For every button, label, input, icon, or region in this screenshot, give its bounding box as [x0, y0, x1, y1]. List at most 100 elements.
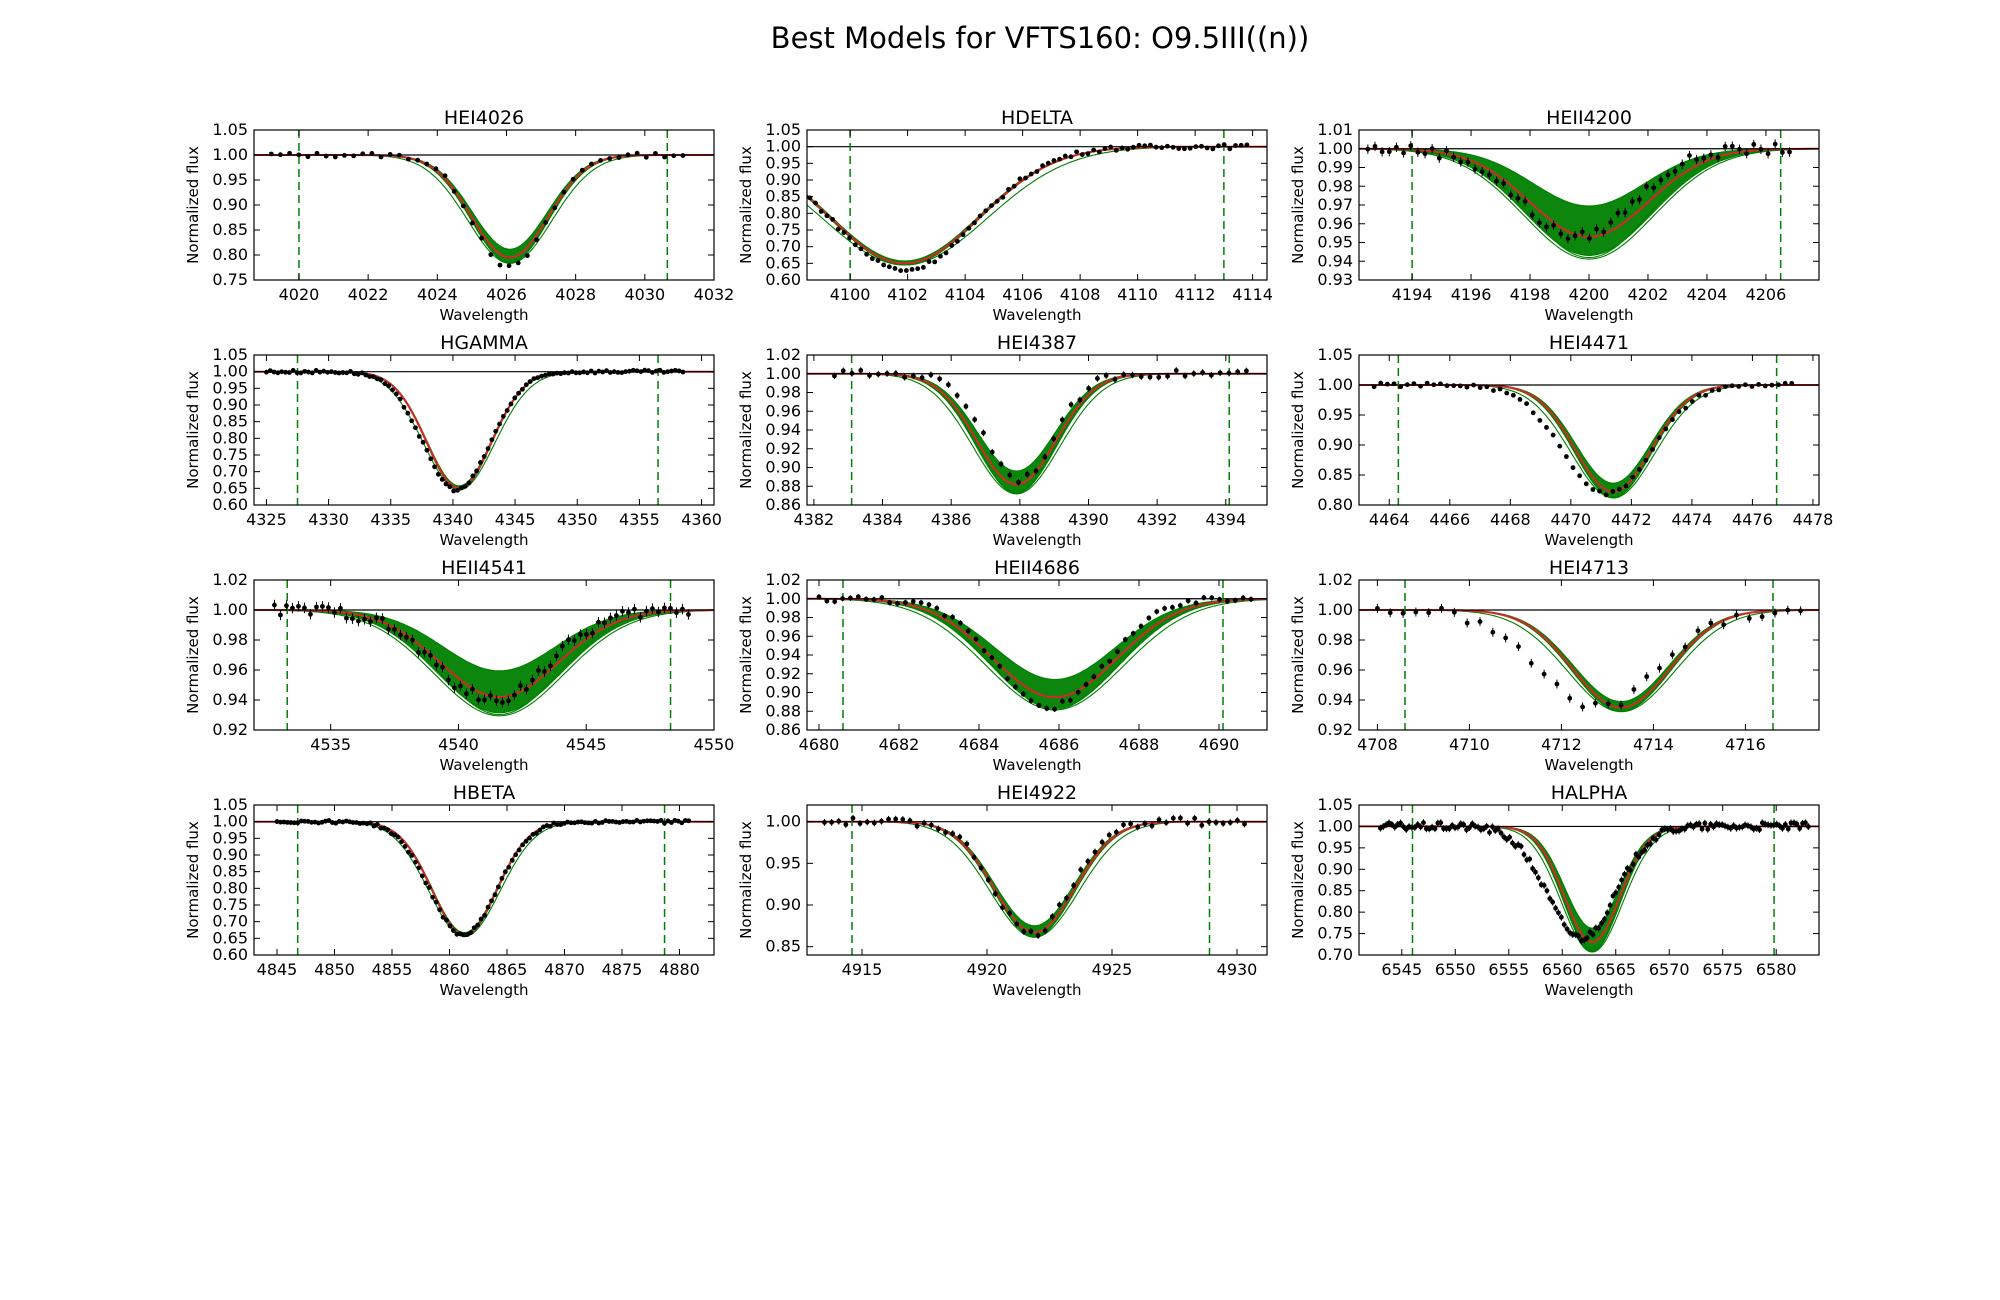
data-point	[306, 369, 311, 375]
y-tick-label: 0.75	[212, 445, 248, 464]
panel-title: HEI4026	[444, 107, 524, 129]
data-point	[849, 370, 855, 376]
data-point	[668, 605, 673, 611]
data-point	[1387, 610, 1393, 616]
data-point	[686, 612, 691, 617]
data-point	[1510, 840, 1515, 846]
data-point	[1429, 146, 1435, 152]
data-point	[592, 370, 598, 376]
data-point	[1622, 210, 1628, 216]
data-point	[409, 852, 415, 858]
data-point	[489, 437, 495, 443]
data-point	[1438, 820, 1444, 826]
data-point	[1605, 701, 1611, 707]
data-point	[516, 847, 522, 853]
x-tick-label: 4478	[1793, 510, 1834, 529]
data-point	[326, 605, 331, 610]
axes-frame	[253, 354, 715, 506]
data-point	[482, 697, 487, 703]
x-tick-label: 4020	[279, 285, 320, 304]
data-point	[552, 205, 558, 211]
data-point	[548, 663, 553, 669]
data-point	[1623, 483, 1629, 489]
y-tick-label: 1.00	[765, 812, 801, 831]
data-point	[561, 189, 567, 195]
y-tick-label: 0.92	[1317, 720, 1353, 739]
data-point	[928, 822, 934, 828]
data-point	[1711, 824, 1716, 830]
data-point	[1014, 921, 1020, 927]
y-tick-label: 0.96	[1317, 214, 1353, 233]
data-point	[523, 382, 529, 388]
data-point	[443, 481, 449, 487]
data-point	[1563, 454, 1569, 459]
data-point	[1418, 824, 1424, 830]
data-point	[1798, 608, 1803, 614]
axes-frame	[1358, 804, 1820, 956]
data-point	[460, 203, 466, 209]
data-point	[1147, 142, 1153, 148]
data-point	[989, 655, 995, 661]
y-tick-label: 0.60	[765, 270, 801, 289]
data-point	[1515, 195, 1521, 201]
data-point	[1379, 149, 1385, 155]
data-point	[1398, 820, 1403, 826]
data-point	[903, 268, 909, 273]
data-point	[1138, 623, 1144, 629]
data-point	[875, 258, 881, 263]
data-point	[1020, 691, 1026, 697]
data-point	[824, 213, 830, 219]
data-point	[378, 154, 384, 160]
data-point	[893, 371, 899, 376]
y-tick-label: 1.00	[765, 589, 801, 608]
y-tick-label: 0.92	[765, 439, 801, 458]
y-tick-label: 0.85	[765, 187, 801, 206]
data-point	[836, 818, 842, 824]
data-point	[344, 615, 349, 621]
data-point	[1242, 821, 1247, 827]
data-point	[348, 369, 353, 374]
data-point	[1457, 383, 1463, 389]
data-point	[682, 818, 688, 823]
data-point	[1217, 597, 1222, 602]
data-point	[1517, 397, 1523, 402]
data-point	[884, 371, 890, 376]
data-point	[638, 614, 643, 620]
data-point	[1642, 847, 1648, 853]
data-point	[447, 923, 453, 929]
data-point	[1647, 841, 1653, 847]
data-point	[313, 368, 319, 373]
data-point	[847, 235, 853, 241]
data-point	[869, 256, 875, 262]
y-tick-label: 0.95	[765, 153, 801, 172]
data-point	[1411, 381, 1417, 387]
panel-title: HALPHA	[1551, 782, 1628, 804]
data-point	[1619, 877, 1625, 883]
data-point	[1130, 631, 1136, 636]
data-point	[1479, 169, 1485, 175]
x-tick-label: 4335	[370, 510, 411, 529]
data-point	[1501, 181, 1507, 186]
data-point	[433, 166, 439, 172]
x-tick-label: 4355	[619, 510, 660, 529]
y-tick-label: 0.98	[1317, 176, 1353, 195]
figure-title: Best Models for VFTS160: O9.5III((n))	[771, 21, 1310, 55]
panel-hei4471: 4464 4466 4468 4470 4472 4474 4476 4478 0.80 0.85…	[1289, 332, 1833, 549]
data-point	[506, 698, 511, 704]
x-tick-label: 4202	[1628, 285, 1669, 304]
data-point	[342, 153, 347, 158]
data-point	[395, 834, 401, 840]
data-point	[513, 852, 519, 858]
fit-band	[254, 371, 714, 491]
x-tick-label: 4392	[1137, 510, 1178, 529]
x-tick-label: 4026	[486, 285, 527, 304]
data-point	[1424, 380, 1430, 386]
model-line	[1359, 609, 1819, 713]
data-point	[935, 826, 941, 832]
x-tick-label: 4714	[1633, 735, 1674, 754]
data-point	[326, 818, 332, 823]
y-tick-label: 0.95	[1317, 838, 1353, 857]
model-line	[254, 154, 714, 264]
data-point	[1776, 382, 1781, 388]
x-tick-label: 4855	[372, 960, 413, 979]
